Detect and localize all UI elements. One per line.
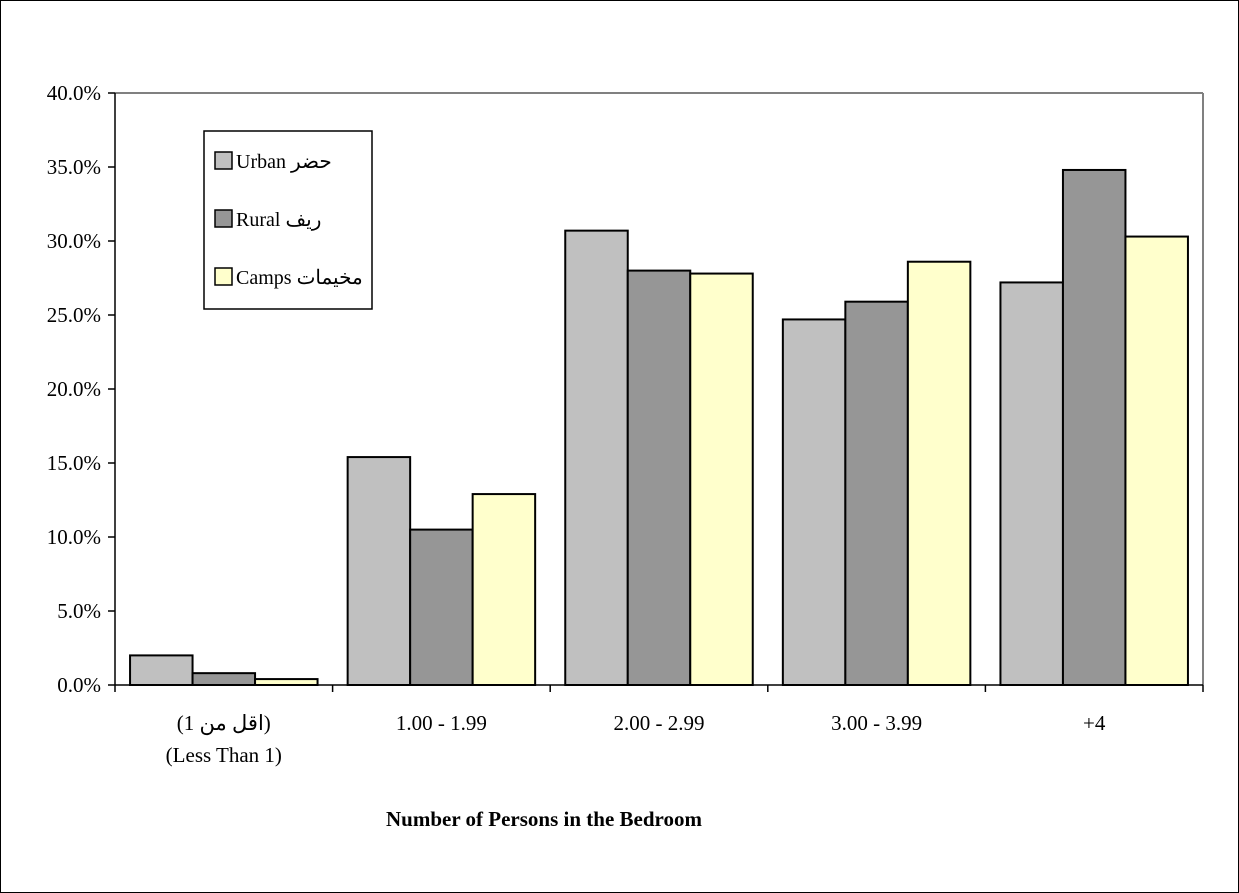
bar-1-1 [129, 654, 194, 687]
x-category-label-3: 2.00 - 2.99 [614, 711, 705, 735]
bar-1-3 [564, 229, 629, 686]
y-tick-label-1: 0.0% [57, 673, 101, 697]
bar-3-2 [471, 493, 537, 686]
bar-2-1 [191, 672, 257, 686]
bar-3-3 [689, 272, 754, 686]
y-tick-label-4: 15.0% [47, 451, 101, 475]
bar-2-3 [626, 269, 692, 686]
bar-2-4 [844, 300, 909, 686]
legend-label-1: Urban حضر [236, 151, 332, 173]
bar-1-5 [999, 281, 1064, 686]
legend-swatch-3 [214, 267, 233, 286]
bar-1-2 [346, 456, 412, 686]
x-category-label-1-line-2: (Less Than 1) [166, 743, 282, 767]
x-category-label-2: 1.00 - 1.99 [396, 711, 487, 735]
y-tick-label-8: 35.0% [47, 155, 101, 179]
y-tick-label-9: 40.0% [47, 81, 101, 105]
legend-label-2: Rural ريف [236, 209, 321, 231]
bar-2-5 [1061, 168, 1127, 686]
legend-label-3: Camps مخيمات [236, 267, 363, 289]
x-category-label-5: +4 [1083, 711, 1106, 735]
y-tick-label-6: 25.0% [47, 303, 101, 327]
legend-swatch-1 [214, 151, 233, 170]
bar-3-4 [906, 260, 972, 686]
bar-2-2 [409, 528, 474, 686]
y-tick-label-3: 10.0% [47, 525, 101, 549]
bar-3-5 [1124, 235, 1189, 686]
y-tick-label-2: 5.0% [57, 599, 101, 623]
y-tick-label-7: 30.0% [47, 229, 101, 253]
legend-swatch-2 [214, 209, 233, 228]
x-category-label-1-line-1: (اقل من 1) [177, 711, 271, 736]
bar-1-4 [781, 318, 847, 686]
bar-3-1 [254, 678, 319, 687]
y-tick-label-5: 20.0% [47, 377, 101, 401]
x-axis-title: Number of Persons in the Bedroom [386, 807, 702, 831]
x-category-label-4: 3.00 - 3.99 [831, 711, 922, 735]
